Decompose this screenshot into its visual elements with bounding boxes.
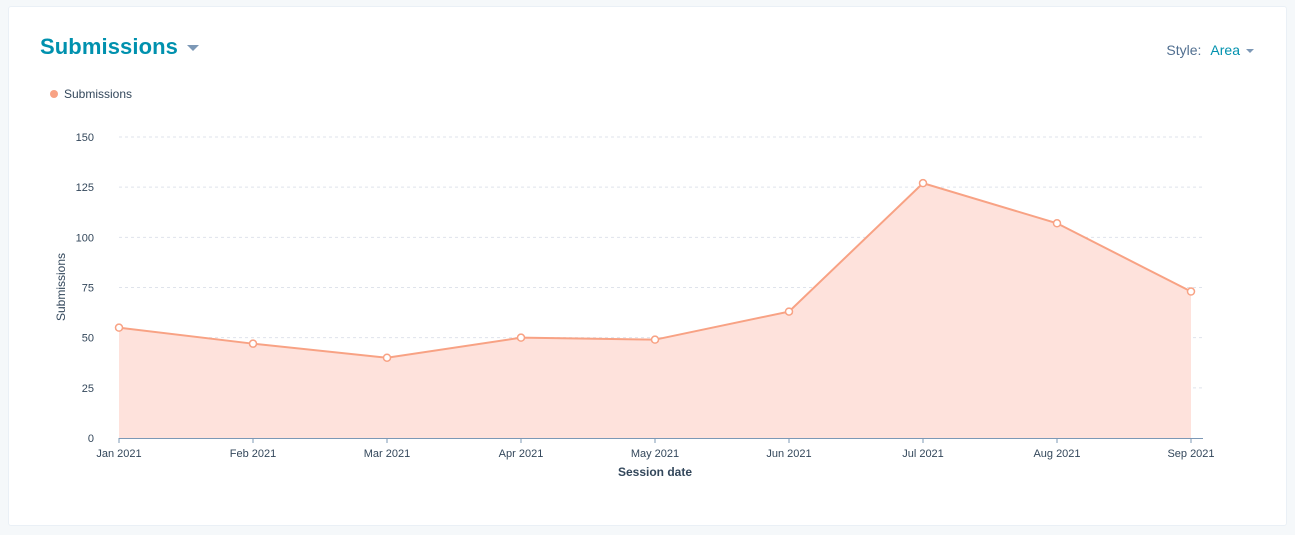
y-tick-label: 125 (76, 182, 94, 194)
data-point[interactable] (516, 333, 526, 342)
x-tick-label: Jan 2021 (96, 448, 141, 460)
y-tick-label: 100 (76, 232, 94, 244)
y-tick-label: 150 (76, 132, 94, 144)
x-tick-label: Feb 2021 (230, 448, 276, 460)
x-tick-label: Aug 2021 (1033, 448, 1080, 460)
x-tick-label: May 2021 (631, 448, 679, 460)
data-point[interactable] (1052, 219, 1062, 228)
legend-dot-icon (50, 90, 58, 98)
legend-label: Submissions (64, 87, 133, 101)
style-value: Area (1210, 42, 1240, 58)
data-point[interactable] (784, 307, 794, 316)
x-tick-label: Sep 2021 (1167, 448, 1214, 460)
legend-item-submissions[interactable]: Submissions (50, 87, 132, 101)
y-tick-label: 75 (82, 283, 94, 295)
data-point[interactable] (650, 335, 660, 344)
caret-down-icon (187, 45, 200, 51)
y-tick-label: 50 (82, 333, 94, 345)
caret-down-icon (1246, 48, 1254, 53)
data-point[interactable] (1186, 287, 1196, 296)
data-point[interactable] (114, 323, 124, 332)
style-dropdown[interactable]: Area (1210, 42, 1254, 58)
y-tick-label: 25 (82, 383, 94, 395)
data-point[interactable] (382, 353, 392, 362)
data-point[interactable] (918, 178, 928, 188)
x-axis-title: Session date (618, 465, 692, 479)
style-selector: Style: Area (1166, 42, 1254, 58)
x-tick-label: Mar 2021 (364, 448, 410, 460)
x-tick-label: Jun 2021 (766, 448, 811, 460)
y-axis-title: Submissions (54, 253, 68, 321)
report-title-dropdown[interactable]: Submissions (40, 34, 200, 60)
y-tick-label: 0 (88, 433, 94, 445)
style-label: Style: (1166, 42, 1202, 58)
x-tick-label: Apr 2021 (499, 448, 544, 460)
data-point[interactable] (248, 339, 258, 348)
report-title: Submissions (40, 34, 179, 59)
x-tick-label: Jul 2021 (902, 448, 944, 460)
series-area-submissions (119, 183, 1191, 438)
